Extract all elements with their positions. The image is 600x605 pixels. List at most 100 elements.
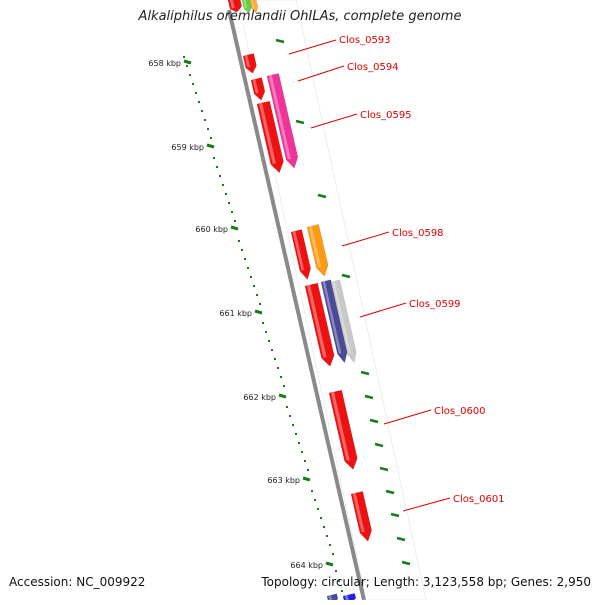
scale-dot xyxy=(314,499,316,501)
gene-bottom-partial-navy xyxy=(326,593,339,603)
scale-tick-mark xyxy=(302,476,311,482)
gene-clos-0595-red xyxy=(256,100,284,174)
gene-clos-0600 xyxy=(328,389,358,470)
scale-dot xyxy=(262,322,264,324)
scale-dot xyxy=(323,526,325,528)
outer-dash xyxy=(390,512,400,518)
gene-bottom-partial-blue xyxy=(342,593,357,603)
scale-dot xyxy=(274,358,276,360)
scale-dot xyxy=(329,544,331,546)
gene-label: Clos_0594 xyxy=(347,62,399,73)
scale-dot xyxy=(204,119,206,121)
leader-line xyxy=(297,65,345,82)
genome-backbone xyxy=(227,9,366,601)
scale-tick-label: 658 kbp xyxy=(148,59,181,68)
gene-label: Clos_0599 xyxy=(409,299,461,310)
gene-clos-0600-highlight xyxy=(330,391,350,461)
gene-clos-0595-pink-highlight xyxy=(268,74,291,160)
scale-dot xyxy=(213,157,215,159)
scale-tick-mark xyxy=(230,225,239,231)
map-title: Alkaliphilus oremlandii OhILAs, complete… xyxy=(138,9,462,24)
outer-dash xyxy=(396,536,406,542)
scale-dot xyxy=(189,74,191,76)
scale-dot xyxy=(192,83,194,85)
gene-top-partial-orange xyxy=(249,0,259,14)
leader-line xyxy=(402,497,451,512)
gene-label: Clos_0601 xyxy=(453,494,505,505)
gene-clos-0601 xyxy=(350,491,372,542)
outer-dashed-track xyxy=(275,38,411,566)
scale-dot xyxy=(317,508,319,510)
scale-dotted-track xyxy=(183,56,343,592)
scale-dot xyxy=(238,240,240,242)
gene-clos-0599-navy-highlight xyxy=(322,281,342,354)
scale-dot xyxy=(225,193,227,195)
scale-dot xyxy=(198,101,200,103)
gene-top-partial-green xyxy=(241,0,253,14)
scale-tick-mark xyxy=(183,59,192,65)
gene-clos-0599-gray xyxy=(330,279,357,364)
scale-dot xyxy=(216,166,218,168)
scale-dot xyxy=(320,517,322,519)
scale-dot xyxy=(183,56,185,58)
gene-clos-0598-red-highlight xyxy=(292,231,305,271)
genome-summary-text: Topology: circular; Length: 3,123,558 bp… xyxy=(261,575,591,589)
scale-dot xyxy=(253,285,255,287)
scale-dot xyxy=(326,535,328,537)
outer-dash xyxy=(379,466,389,472)
scale-dot xyxy=(265,331,267,333)
gene-clos-0595-pink xyxy=(266,73,299,169)
scale-ticks: 658 kbp 659 kbp 660 kbp 661 kbp 662 kbp 663 k… xyxy=(148,59,334,570)
scale-dot xyxy=(301,451,303,453)
gene-label: Clos_0593 xyxy=(339,35,391,46)
outer-dash xyxy=(374,442,384,448)
outer-dash xyxy=(401,560,411,566)
scale-dot xyxy=(241,249,243,251)
gene-bottom-partial-blue-highlight xyxy=(344,594,349,601)
gene-clos-0598-orange xyxy=(306,224,329,277)
scale-dot xyxy=(259,303,261,305)
gene-clos-0599-red xyxy=(304,282,335,367)
leader-line xyxy=(288,39,337,55)
gene-top-partial-red-highlight xyxy=(229,0,235,9)
outer-dash xyxy=(369,418,379,424)
scale-dot xyxy=(244,258,246,260)
leader-line xyxy=(383,409,432,425)
scale-tick-mark xyxy=(278,393,287,399)
gene-clos-0599-gray-highlight xyxy=(332,281,352,354)
gene-top-partial-red xyxy=(227,0,242,13)
scale-dot xyxy=(304,460,306,462)
scale-dot xyxy=(292,424,294,426)
gene-clos-0598-orange-highlight xyxy=(308,225,322,268)
gene-labels: Clos_0593 Clos_0594 Clos_0595 Clos_0598 Clos… xyxy=(339,35,505,505)
scale-dot xyxy=(210,137,212,139)
outer-dash xyxy=(275,38,285,44)
scale-dot xyxy=(277,367,279,369)
outer-dash xyxy=(295,119,305,125)
gene-top-partial-green-highlight xyxy=(243,0,248,9)
scale-dot xyxy=(231,211,233,213)
scale-dot xyxy=(289,415,291,417)
gene-clos-0593-highlight xyxy=(244,55,251,68)
gene-label: Clos_0598 xyxy=(392,228,444,239)
gene-clos-0594-highlight xyxy=(252,79,259,94)
gene-clos-0594 xyxy=(250,77,266,101)
scale-dot xyxy=(228,202,230,204)
gene-clos-0595-red-highlight xyxy=(258,102,276,165)
gene-top-partial-orange-highlight xyxy=(250,0,255,9)
scale-dot xyxy=(256,294,258,296)
scale-tick-mark xyxy=(325,561,334,567)
gene-clos-0593 xyxy=(242,53,257,74)
scale-tick-label: 664 kbp xyxy=(290,561,323,570)
backbone-line xyxy=(227,9,366,601)
scale-dot xyxy=(234,220,236,222)
scale-dot xyxy=(338,580,340,582)
outer-dash xyxy=(317,193,327,199)
scale-dot xyxy=(307,469,309,471)
scale-dot xyxy=(332,553,334,555)
scale-dot xyxy=(286,406,288,408)
leader-line xyxy=(310,113,358,129)
scale-tick-label: 663 kbp xyxy=(267,476,300,485)
